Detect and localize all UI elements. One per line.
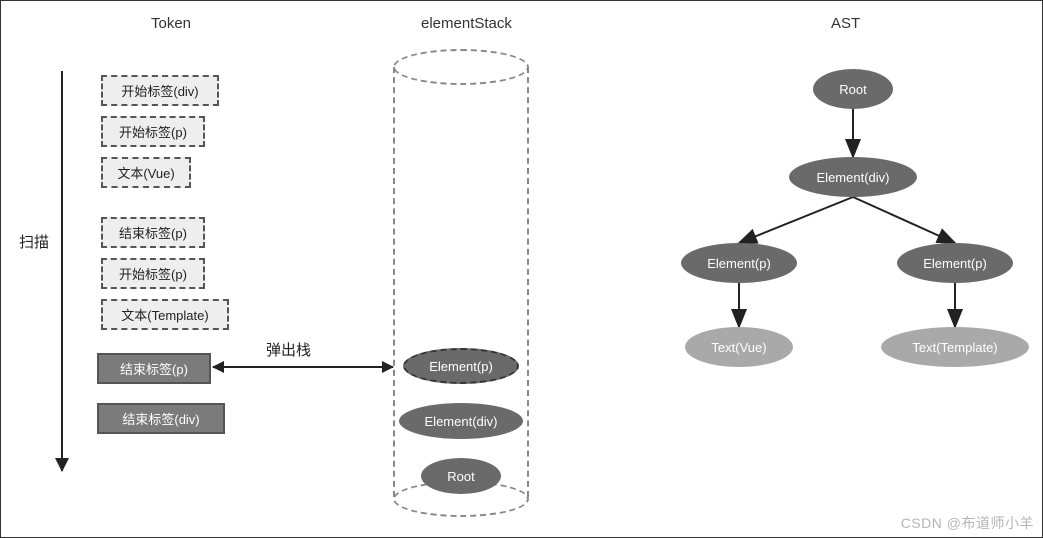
stack-node: Root [421,458,501,494]
token-item: 结束标签(div) [97,403,225,434]
token-item: 开始标签(div) [101,75,219,106]
pop-label: 弹出栈 [266,339,311,360]
scan-label: 扫描 [19,231,49,252]
col-title-stack: elementStack [421,15,512,32]
ast-node: Root [813,69,893,109]
diagram-canvas: Token elementStack AST 扫描 开始标签(div) 开始标签(… [0,0,1043,538]
stack-node: Element(p) [403,348,519,384]
pop-arrow [213,366,393,368]
token-item: 结束标签(p) [97,353,211,384]
ast-node: Text(Template) [881,327,1029,367]
token-item: 开始标签(p) [101,258,205,289]
watermark: CSDN @布道师小羊 [901,513,1034,533]
stack-node: Element(div) [399,403,523,439]
token-item: 文本(Vue) [101,157,191,188]
ast-node: Element(p) [681,243,797,283]
token-item: 结束标签(p) [101,217,205,248]
ast-node: Element(div) [789,157,917,197]
token-item: 开始标签(p) [101,116,205,147]
col-title-ast: AST [831,15,860,32]
ast-node: Text(Vue) [685,327,793,367]
token-item: 文本(Template) [101,299,229,330]
scan-arrow [61,71,63,471]
col-title-token: Token [151,15,191,32]
ast-node: Element(p) [897,243,1013,283]
